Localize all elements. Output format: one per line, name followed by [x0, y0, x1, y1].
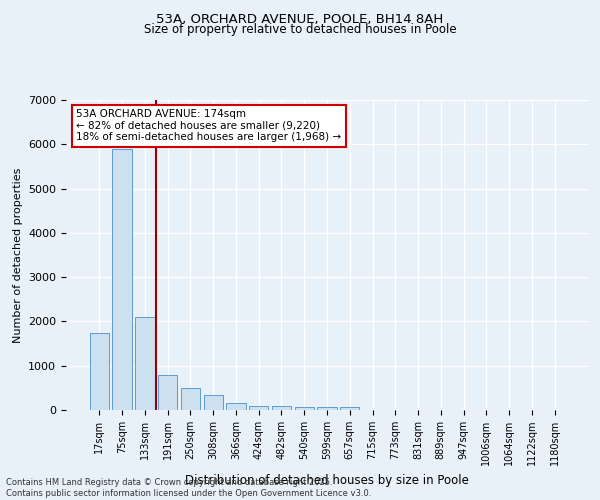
Bar: [226, 404, 245, 410]
Bar: [135, 317, 155, 410]
Bar: [272, 406, 291, 410]
Text: Size of property relative to detached houses in Poole: Size of property relative to detached ho…: [143, 22, 457, 36]
Bar: [203, 394, 223, 410]
Bar: [181, 388, 200, 410]
Y-axis label: Number of detached properties: Number of detached properties: [13, 168, 23, 342]
Text: Contains HM Land Registry data © Crown copyright and database right 2025.
Contai: Contains HM Land Registry data © Crown c…: [6, 478, 371, 498]
Bar: [112, 148, 132, 410]
Bar: [295, 407, 314, 410]
Bar: [317, 407, 337, 410]
Text: 53A, ORCHARD AVENUE, POOLE, BH14 8AH: 53A, ORCHARD AVENUE, POOLE, BH14 8AH: [157, 12, 443, 26]
Bar: [340, 407, 359, 410]
Text: 53A ORCHARD AVENUE: 174sqm
← 82% of detached houses are smaller (9,220)
18% of s: 53A ORCHARD AVENUE: 174sqm ← 82% of deta…: [76, 110, 341, 142]
Bar: [158, 374, 178, 410]
Bar: [90, 332, 109, 410]
Bar: [249, 406, 268, 410]
X-axis label: Distribution of detached houses by size in Poole: Distribution of detached houses by size …: [185, 474, 469, 486]
